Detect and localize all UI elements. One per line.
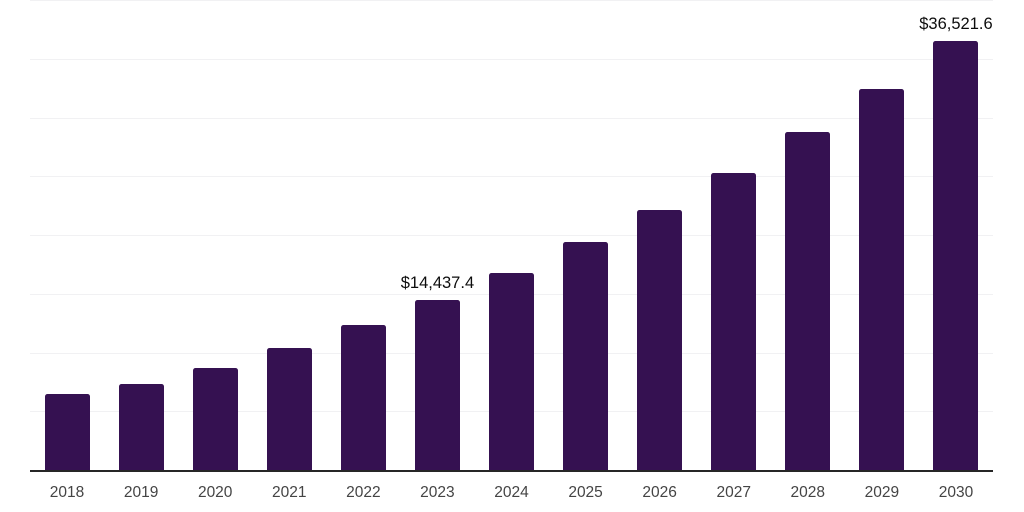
x-tick-label-2020: 2020 — [197, 484, 233, 501]
x-tick-label-2022: 2022 — [346, 484, 381, 501]
gridline — [30, 235, 993, 236]
data-label-2023: $14,437.4 — [400, 274, 475, 293]
data-label-2030: $36,521.6 — [919, 14, 993, 33]
bar-2028 — [785, 132, 831, 470]
bar-2023 — [414, 300, 460, 470]
bar-2025 — [563, 241, 609, 470]
bar-2027 — [711, 173, 757, 470]
x-axis-line — [30, 470, 993, 472]
gridline — [30, 58, 993, 60]
x-tick-label-2030: 2030 — [938, 484, 974, 501]
gridline — [30, 176, 993, 178]
gridline — [30, 0, 993, 1]
gridline — [30, 117, 993, 119]
x-tick-label-2029: 2029 — [864, 484, 900, 501]
x-tick-label-2024: 2024 — [494, 484, 529, 501]
x-tick-label-2018: 2018 — [49, 484, 85, 501]
x-tick-label-2021: 2021 — [272, 484, 307, 501]
x-tick-label-2019: 2019 — [123, 484, 159, 501]
x-tick-label-2023: 2023 — [420, 484, 455, 501]
bar-2021 — [266, 347, 312, 470]
x-tick-label-2026: 2026 — [642, 484, 677, 501]
bar-2018 — [44, 393, 90, 470]
bar-2024 — [489, 272, 534, 470]
bar-2029 — [859, 88, 905, 470]
bar-2019 — [118, 383, 164, 470]
bar-2030 — [933, 40, 979, 470]
x-tick-label-2027: 2027 — [716, 484, 751, 501]
x-tick-label-2028: 2028 — [790, 484, 826, 501]
bar-2020 — [192, 368, 238, 470]
bar-2022 — [340, 324, 386, 470]
x-tick-label-2025: 2025 — [568, 484, 603, 501]
bar-2026 — [637, 209, 683, 470]
